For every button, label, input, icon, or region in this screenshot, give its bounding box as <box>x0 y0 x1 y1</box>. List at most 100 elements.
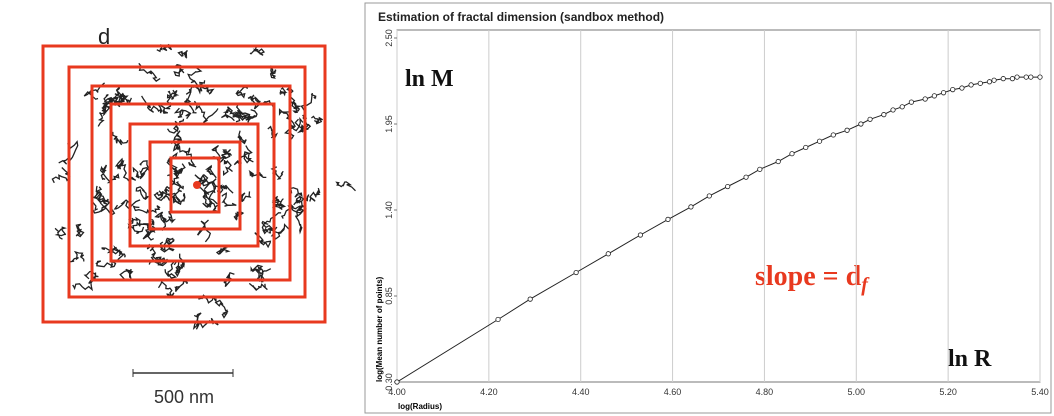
aggregate-strand <box>132 166 146 180</box>
aggregate-strand <box>54 226 67 240</box>
aggregate-strand <box>58 140 79 165</box>
aggregate-strand <box>196 219 212 243</box>
y-tick-label: 2.50 <box>384 29 394 47</box>
aggregate-strand <box>280 205 306 219</box>
data-point <box>757 166 763 172</box>
aggregate-strand <box>279 87 288 97</box>
x-axis-label: log(Radius) <box>398 402 442 411</box>
aggregate-strand <box>135 186 149 200</box>
aggregate-strand <box>164 92 180 110</box>
y-tick-label: 0.85 <box>384 287 394 305</box>
sandbox-squares <box>41 44 327 324</box>
aggregate-strand <box>173 163 186 175</box>
aggregate-strand <box>222 160 233 176</box>
aggregate-strand <box>51 167 71 184</box>
data-point <box>725 183 731 190</box>
aggregate-strand <box>157 210 177 224</box>
aggregate-strand <box>112 131 129 146</box>
aggregate-strand <box>235 86 249 99</box>
aggregate-strand <box>234 102 256 121</box>
aggregate-strand <box>174 138 186 153</box>
square <box>109 102 276 263</box>
data-point <box>1023 74 1029 80</box>
aggregate-strand <box>199 80 215 95</box>
aggregate-strand <box>249 46 266 56</box>
aggregate-strand <box>243 145 253 164</box>
chart-title: Estimation of fractal dimension (sandbox… <box>378 10 664 24</box>
x-tick-label: 4.20 <box>480 387 498 397</box>
data-point <box>1028 74 1034 80</box>
x-tick-label: 4.60 <box>664 387 682 397</box>
aggregate-strand <box>114 157 125 170</box>
aggregate-strand <box>167 89 178 100</box>
aggregate-strand <box>101 93 115 109</box>
aggregate-strand <box>284 117 304 140</box>
annotation: slope = df <box>755 261 870 296</box>
aggregate-strand <box>309 187 321 202</box>
aggregate-strand <box>335 181 356 192</box>
aggregate-strand <box>97 107 108 127</box>
aggregate-strand <box>132 220 152 237</box>
aggregate-strand <box>269 64 277 79</box>
x-tick-label: 5.00 <box>848 387 866 397</box>
aggregate-strand <box>164 259 178 279</box>
data-point <box>950 87 956 93</box>
square <box>67 65 307 299</box>
data-point <box>830 132 836 138</box>
data-point <box>637 232 644 238</box>
aggregate-strand <box>177 49 188 59</box>
aggregate-strand <box>106 245 126 258</box>
aggregate-strand <box>202 200 220 212</box>
annotation-text: slope = d <box>755 261 862 292</box>
aggregate-strand <box>174 262 185 278</box>
data-point <box>394 379 400 385</box>
data-point <box>789 151 795 157</box>
aggregate-strand <box>238 191 252 203</box>
aggregate-strand <box>120 160 137 182</box>
aggregate-strand <box>192 312 202 331</box>
aggregate-strand <box>184 89 197 114</box>
data-point <box>881 112 887 118</box>
aggregate-strand <box>188 82 203 95</box>
aggregate-strand <box>146 243 161 264</box>
y-tick-label: 0.30 <box>384 373 394 391</box>
aggregate-strand <box>132 205 161 214</box>
aggregate-strand <box>221 108 235 122</box>
y-axis-label: log(Mean number of points) <box>375 276 384 382</box>
aggregate-strand <box>237 130 247 145</box>
aggregate-strand <box>216 184 234 196</box>
data-point <box>867 116 873 122</box>
scale-label: 500 nm <box>154 387 214 407</box>
square <box>128 122 260 248</box>
aggregate-strand <box>166 151 178 171</box>
x-tick-label: 4.40 <box>572 387 590 397</box>
data-point <box>775 158 781 165</box>
aggregate-strand <box>239 112 256 123</box>
aggregate-strand <box>75 223 85 238</box>
center-point <box>193 181 201 189</box>
aggregate-strand <box>204 164 217 179</box>
data-point <box>858 121 864 127</box>
square <box>41 44 327 324</box>
data-point <box>977 80 983 86</box>
aggregate-strand <box>114 92 129 106</box>
aggregate-strand <box>127 217 145 235</box>
data-point <box>1037 74 1043 80</box>
aggregate-strand <box>119 268 134 282</box>
x-tick-label: 5.20 <box>939 387 957 397</box>
annotation: ln M <box>405 66 454 92</box>
aggregate-strand <box>247 94 260 110</box>
aggregate-strand <box>221 192 237 207</box>
data-point <box>959 85 965 91</box>
aggregate-strand <box>275 198 287 211</box>
data-point <box>922 96 928 102</box>
data-point <box>991 77 997 83</box>
data-point <box>816 138 823 144</box>
aggregate-strand <box>295 208 305 235</box>
data-point <box>1009 76 1016 82</box>
data-point <box>890 107 896 113</box>
plot: 4.00 4.20 4.40 4.60 4.80 5.00 5.20 5.40 0.30 0.85… <box>384 29 1049 397</box>
aggregate-strand <box>174 193 186 206</box>
data-point <box>1000 76 1006 82</box>
